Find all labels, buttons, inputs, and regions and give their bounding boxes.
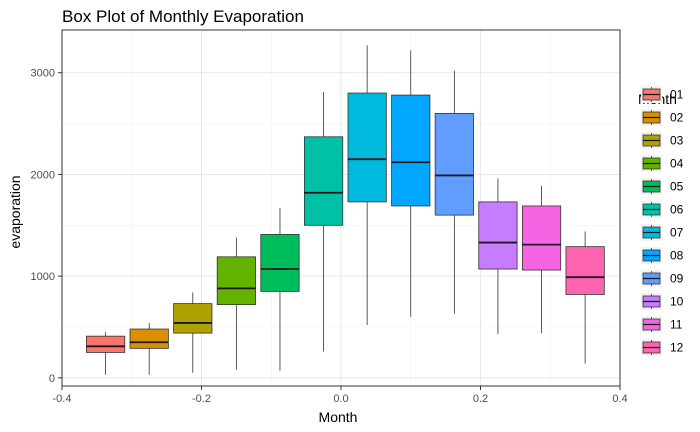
legend-item-04: 04 (641, 155, 684, 172)
chart-title: Box Plot of Monthly Evaporation (62, 7, 304, 26)
legend-label: 02 (670, 111, 684, 125)
x-axis-title: Month (319, 409, 358, 425)
legend-item-09: 09 (641, 270, 684, 287)
box-month-05 (260, 208, 300, 371)
legend-item-02: 02 (641, 109, 684, 126)
box-body (216, 256, 256, 306)
legend-label: 06 (670, 203, 684, 217)
x-tick-label: -0.4 (53, 393, 72, 405)
box-body (86, 335, 126, 353)
box-month-07 (347, 45, 387, 325)
box-month-09 (434, 70, 474, 314)
legend-label: 12 (670, 341, 684, 355)
box-month-08 (391, 50, 431, 317)
box-month-01 (86, 332, 126, 375)
x-axis-ticks: -0.4 -0.2 0.0 0.2 0.4 (53, 386, 628, 405)
legend-item-07: 07 (641, 224, 684, 241)
legend-label: 05 (670, 180, 684, 194)
box-body (565, 246, 605, 295)
boxes (86, 45, 605, 375)
legend-item-10: 10 (641, 293, 684, 310)
box-body (173, 303, 213, 334)
legend-label: 09 (670, 272, 684, 286)
y-tick-label: 1000 (31, 271, 55, 283)
legend-label: 03 (670, 134, 684, 148)
x-tick-label: 0.0 (333, 393, 348, 405)
y-tick-label: 2000 (31, 169, 55, 181)
legend-label: 01 (670, 88, 684, 102)
legend-label: 07 (670, 226, 684, 240)
legend-item-12: 12 (641, 339, 684, 356)
box-body (347, 92, 387, 203)
legend-item-01: 01 (641, 86, 684, 103)
box-body (391, 94, 431, 207)
legend-label: 08 (670, 249, 684, 263)
legend-label: 10 (670, 295, 684, 309)
x-tick-label: -0.2 (192, 393, 211, 405)
box-month-04 (216, 237, 256, 370)
y-tick-label: 3000 (31, 68, 55, 80)
y-axis-title: evaporation (7, 175, 23, 248)
box-body (303, 136, 344, 226)
x-tick-label: 0.2 (473, 393, 488, 405)
legend-label: 04 (670, 157, 684, 171)
box-body (260, 234, 300, 292)
legend-item-06: 06 (641, 201, 684, 218)
box-month-06 (303, 92, 344, 352)
legend-items: 01 02 03 04 05 06 07 08 09 10 11 12 (641, 86, 684, 356)
box-month-12 (565, 231, 605, 364)
y-tick-label: 0 (49, 373, 55, 385)
box-month-10 (478, 178, 518, 335)
legend-item-11: 11 (641, 316, 683, 333)
box-body (129, 328, 169, 349)
legend-item-03: 03 (641, 132, 684, 149)
box-month-03 (173, 292, 213, 373)
x-tick-label: 0.4 (612, 393, 627, 405)
box-body (521, 205, 562, 271)
box-body (434, 113, 474, 216)
box-body (478, 201, 518, 270)
legend-label: 11 (670, 318, 683, 332)
box-month-02 (129, 322, 169, 375)
legend-item-08: 08 (641, 247, 684, 264)
box-month-11 (521, 185, 562, 334)
y-axis-ticks: 0 1000 2000 3000 (31, 68, 62, 385)
legend-item-05: 05 (641, 178, 684, 195)
